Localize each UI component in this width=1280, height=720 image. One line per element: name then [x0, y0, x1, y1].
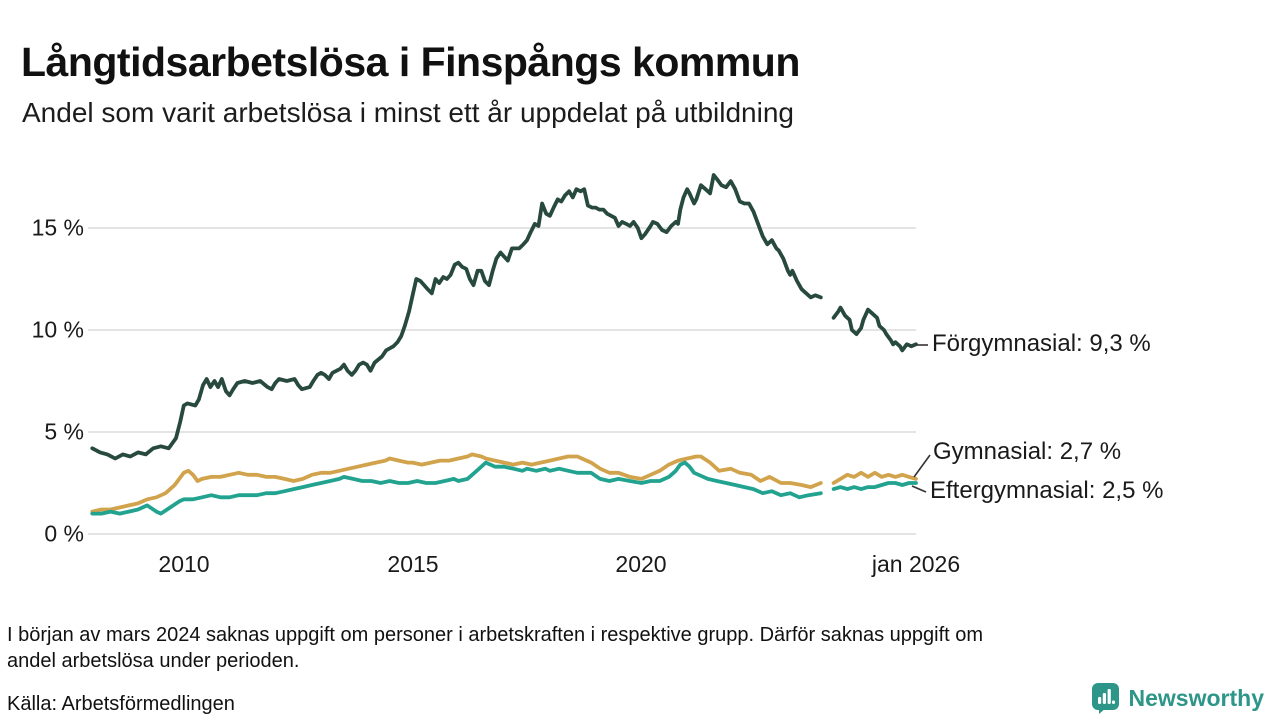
series-label-forgymnasial: Förgymnasial: 9,3 % — [932, 330, 1151, 357]
newsworthy-wordmark: Newsworthy — [1128, 684, 1264, 711]
page-title: Långtidsarbetslösa i Finspångs kommun — [21, 39, 800, 86]
line-chart — [88, 173, 931, 535]
y-axis-tick-10: 10 % — [31, 316, 84, 343]
x-axis-tick-2015: 2015 — [387, 551, 439, 577]
y-axis-tick-5: 5 % — [44, 418, 84, 445]
series-label-gymnasial: Gymnasial: 2,7 % — [933, 438, 1122, 465]
bar-chart-speech-bubble-icon — [1091, 683, 1119, 714]
y-axis-tick-15: 15 % — [31, 214, 84, 241]
series-label-eftergymnasial: Eftergymnasial: 2,5 % — [930, 477, 1164, 504]
x-axis-tick-2020: 2020 — [615, 551, 667, 577]
footnote-line-2: andel arbetslösa under perioden. — [7, 650, 300, 672]
footnote: I början av mars 2024 saknas uppgift om … — [7, 622, 1247, 674]
page-subtitle: Andel som varit arbetslösa i minst ett å… — [22, 97, 794, 128]
source-note: Källa: Arbetsförmedlingen — [7, 693, 235, 715]
y-axis-tick-0: 0 % — [44, 520, 84, 547]
footnote-line-1: I början av mars 2024 saknas uppgift om … — [7, 624, 984, 646]
x-axis-tick-jan-2026: jan 2026 — [871, 551, 961, 577]
newsworthy-logo: Newsworthy — [1091, 682, 1264, 714]
x-axis-tick-2010: 2010 — [158, 551, 210, 577]
